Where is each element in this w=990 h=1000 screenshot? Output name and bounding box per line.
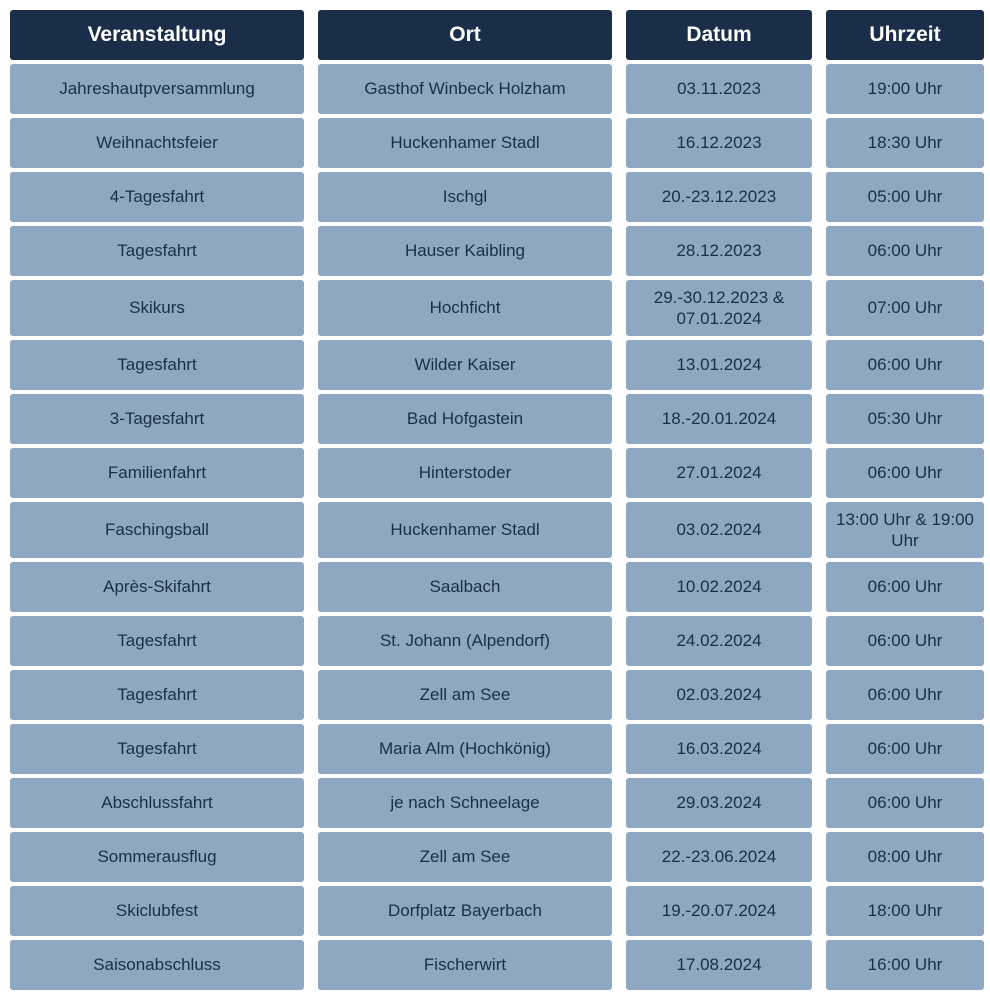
table-row: 07:00 Uhr <box>826 280 984 336</box>
table-row: Hauser Kaibling <box>318 226 612 276</box>
table-row: 13.01.2024 <box>626 340 812 390</box>
table-row: Tagesfahrt <box>10 670 304 720</box>
table-row: Sommerausflug <box>10 832 304 882</box>
table-row: 06:00 Uhr <box>826 562 984 612</box>
table-row: Gasthof Winbeck Holzham <box>318 64 612 114</box>
table-row: Familienfahrt <box>10 448 304 498</box>
table-row: Bad Hofgastein <box>318 394 612 444</box>
table-row: 03.02.2024 <box>626 502 812 558</box>
table-row: 05:00 Uhr <box>826 172 984 222</box>
table-row: 18:30 Uhr <box>826 118 984 168</box>
table-row: Tagesfahrt <box>10 616 304 666</box>
column-event: Veranstaltung Jahreshautpversammlung Wei… <box>10 10 304 990</box>
table-row: Skikurs <box>10 280 304 336</box>
header-place: Ort <box>318 10 612 60</box>
table-row: St. Johann (Alpendorf) <box>318 616 612 666</box>
table-row: Tagesfahrt <box>10 724 304 774</box>
column-date: Datum 03.11.2023 16.12.2023 20.-23.12.20… <box>626 10 812 990</box>
table-row: 05:30 Uhr <box>826 394 984 444</box>
table-row: 13:00 Uhr & 19:00 Uhr <box>826 502 984 558</box>
table-row: 22.-23.06.2024 <box>626 832 812 882</box>
table-row: Maria Alm (Hochkönig) <box>318 724 612 774</box>
table-row: 06:00 Uhr <box>826 778 984 828</box>
table-row: 16.03.2024 <box>626 724 812 774</box>
table-row: 06:00 Uhr <box>826 340 984 390</box>
table-row: Fischerwirt <box>318 940 612 990</box>
table-row: 3-Tagesfahrt <box>10 394 304 444</box>
table-row: Hochficht <box>318 280 612 336</box>
table-row: 06:00 Uhr <box>826 226 984 276</box>
table-row: Abschlussfahrt <box>10 778 304 828</box>
events-table: Veranstaltung Jahreshautpversammlung Wei… <box>10 10 980 990</box>
table-row: 03.11.2023 <box>626 64 812 114</box>
table-row: 16.12.2023 <box>626 118 812 168</box>
table-row: 02.03.2024 <box>626 670 812 720</box>
table-row: Huckenhamer Stadl <box>318 118 612 168</box>
table-row: Saisonabschluss <box>10 940 304 990</box>
table-row: Faschingsball <box>10 502 304 558</box>
table-row: 06:00 Uhr <box>826 616 984 666</box>
table-row: Tagesfahrt <box>10 340 304 390</box>
table-row: Saalbach <box>318 562 612 612</box>
table-row: 24.02.2024 <box>626 616 812 666</box>
table-row: Ischgl <box>318 172 612 222</box>
table-row: 08:00 Uhr <box>826 832 984 882</box>
table-row: 20.-23.12.2023 <box>626 172 812 222</box>
table-row: Tagesfahrt <box>10 226 304 276</box>
table-row: Hinterstoder <box>318 448 612 498</box>
table-row: Zell am See <box>318 670 612 720</box>
header-event: Veranstaltung <box>10 10 304 60</box>
table-row: 10.02.2024 <box>626 562 812 612</box>
table-row: Après-Skifahrt <box>10 562 304 612</box>
table-row: Jahreshautpversammlung <box>10 64 304 114</box>
column-time: Uhrzeit 19:00 Uhr 18:30 Uhr 05:00 Uhr 06… <box>826 10 984 990</box>
table-row: Skiclubfest <box>10 886 304 936</box>
table-row: Dorfplatz Bayerbach <box>318 886 612 936</box>
header-time: Uhrzeit <box>826 10 984 60</box>
table-row: 18:00 Uhr <box>826 886 984 936</box>
table-row: 19:00 Uhr <box>826 64 984 114</box>
table-row: Wilder Kaiser <box>318 340 612 390</box>
table-row: 16:00 Uhr <box>826 940 984 990</box>
table-row: Zell am See <box>318 832 612 882</box>
table-row: 28.12.2023 <box>626 226 812 276</box>
table-row: Huckenhamer Stadl <box>318 502 612 558</box>
header-date: Datum <box>626 10 812 60</box>
table-row: 4-Tagesfahrt <box>10 172 304 222</box>
table-row: 06:00 Uhr <box>826 670 984 720</box>
table-row: 18.-20.01.2024 <box>626 394 812 444</box>
table-row: Weihnachtsfeier <box>10 118 304 168</box>
table-row: 29.-30.12.2023 & 07.01.2024 <box>626 280 812 336</box>
table-row: 17.08.2024 <box>626 940 812 990</box>
table-row: je nach Schneelage <box>318 778 612 828</box>
table-row: 06:00 Uhr <box>826 448 984 498</box>
table-row: 19.-20.07.2024 <box>626 886 812 936</box>
column-place: Ort Gasthof Winbeck Holzham Huckenhamer … <box>318 10 612 990</box>
table-row: 29.03.2024 <box>626 778 812 828</box>
table-row: 06:00 Uhr <box>826 724 984 774</box>
table-row: 27.01.2024 <box>626 448 812 498</box>
